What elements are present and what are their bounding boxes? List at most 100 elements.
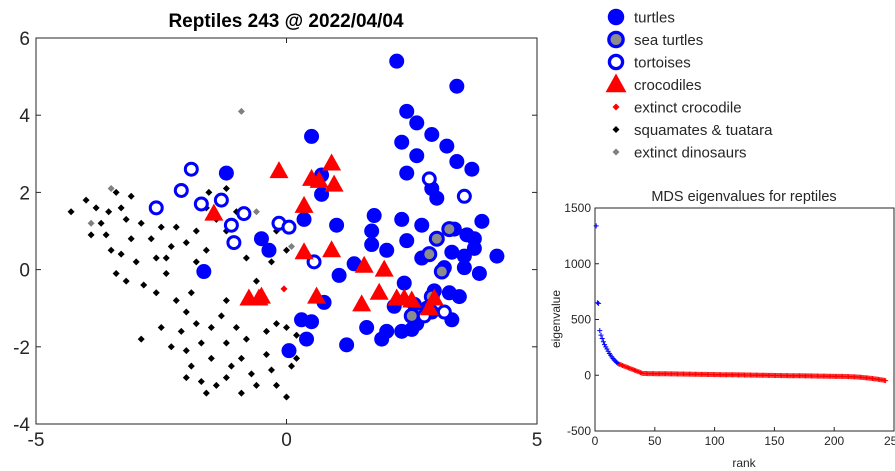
data-point xyxy=(183,161,199,177)
main-x-tick-label: 0 xyxy=(281,430,292,451)
data-point xyxy=(217,312,225,320)
data-point xyxy=(280,285,288,293)
series-tortoises xyxy=(148,161,472,324)
data-point xyxy=(97,219,105,227)
data-point xyxy=(449,154,465,170)
data-point xyxy=(366,208,382,224)
data-point xyxy=(436,304,452,320)
data-point xyxy=(167,343,175,351)
series-squamates-tuatara xyxy=(67,185,301,401)
data-point xyxy=(162,269,170,277)
data-point xyxy=(444,244,460,260)
data-point xyxy=(281,219,297,235)
data-point xyxy=(242,335,250,343)
data-point xyxy=(252,208,260,216)
legend-label: crocodiles xyxy=(634,77,702,94)
main-y-tick-label: -2 xyxy=(13,338,30,359)
data-point xyxy=(359,320,375,335)
data-point xyxy=(364,223,380,239)
eigenvalue-x-axis-label: rank xyxy=(732,456,756,470)
data-point xyxy=(464,161,480,177)
data-point xyxy=(239,288,259,306)
legend-box xyxy=(583,2,871,161)
data-point xyxy=(339,337,355,353)
data-point xyxy=(177,327,185,335)
data-point xyxy=(322,240,342,258)
legend-label: tortoises xyxy=(634,55,691,72)
eig-y-tick-label: 1500 xyxy=(564,201,591,215)
data-point xyxy=(92,204,100,212)
eigenvalue-point xyxy=(599,335,605,341)
data-point xyxy=(140,281,148,289)
data-point xyxy=(424,127,440,142)
data-point xyxy=(294,242,314,260)
eigenvalue-series-top xyxy=(593,223,622,367)
eig-x-tick-label: 100 xyxy=(705,434,725,448)
data-point xyxy=(222,374,230,382)
data-point xyxy=(132,258,140,266)
data-point xyxy=(374,331,390,347)
eigenvalue-point xyxy=(600,339,606,345)
legend-marker xyxy=(607,53,625,71)
data-point xyxy=(157,223,165,231)
data-point xyxy=(309,170,329,188)
data-point xyxy=(222,339,230,347)
main-y-tick-label: 2 xyxy=(19,183,30,204)
data-point xyxy=(196,264,212,280)
data-point xyxy=(247,370,255,378)
eig-y-tick-label: 1000 xyxy=(564,257,591,271)
data-point xyxy=(283,246,290,254)
data-point xyxy=(237,107,245,115)
legend-marker xyxy=(612,126,620,133)
eigenvalue-point xyxy=(598,332,604,338)
data-point xyxy=(433,263,450,280)
data-point xyxy=(409,115,425,131)
data-point xyxy=(187,362,195,370)
data-point xyxy=(197,339,205,347)
data-point xyxy=(204,203,224,221)
data-point xyxy=(82,196,90,204)
data-point xyxy=(456,188,472,204)
data-point xyxy=(162,254,170,262)
data-point xyxy=(409,148,425,164)
data-point xyxy=(192,258,200,266)
series-extinct-crocodile xyxy=(280,285,288,293)
legend-marker xyxy=(612,148,620,156)
data-point xyxy=(173,182,189,198)
legend-marker xyxy=(607,8,625,26)
data-point xyxy=(394,134,410,150)
data-point xyxy=(352,294,372,312)
data-point xyxy=(283,393,290,401)
data-point xyxy=(288,362,296,370)
eigenvalue-point xyxy=(593,223,599,229)
data-point xyxy=(402,290,422,308)
eigenvalue-point xyxy=(596,300,602,306)
data-point xyxy=(182,374,190,382)
data-point xyxy=(293,331,301,339)
data-point xyxy=(364,237,380,253)
data-point xyxy=(182,308,190,316)
data-point xyxy=(172,223,180,231)
eig-x-tick-label: 200 xyxy=(824,434,844,448)
data-point xyxy=(172,296,180,304)
data-point xyxy=(213,192,229,208)
main-chart-title: Reptiles 243 @ 2022/04/04 xyxy=(168,11,404,32)
data-point xyxy=(424,288,444,306)
data-point xyxy=(67,208,75,216)
data-point xyxy=(324,174,344,192)
data-point xyxy=(456,260,472,276)
data-point xyxy=(202,246,210,254)
data-point xyxy=(369,282,389,300)
data-point xyxy=(192,227,200,235)
data-point xyxy=(419,298,439,316)
data-point xyxy=(294,195,314,213)
data-point xyxy=(148,200,164,216)
data-point xyxy=(152,254,160,262)
legend-label: turtles xyxy=(634,10,675,27)
legend-label: extinct crocodile xyxy=(634,100,742,117)
data-point xyxy=(272,320,280,328)
data-point xyxy=(449,78,465,94)
data-point xyxy=(439,138,455,154)
data-point xyxy=(262,351,270,359)
data-point xyxy=(222,296,230,304)
